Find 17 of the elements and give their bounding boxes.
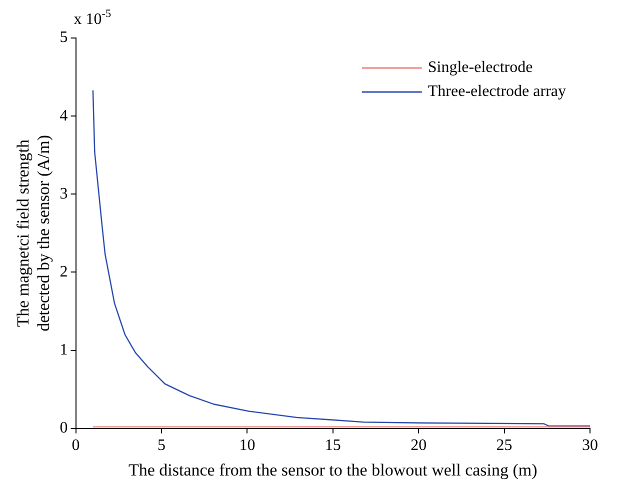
x-axis-title: The distance from the sensor to the blowout well casing (m) <box>128 460 538 480</box>
legend-label: Single-electrode <box>428 59 533 76</box>
y-tick-label: 4 <box>60 107 68 124</box>
y-tick-label: 0 <box>60 420 68 437</box>
x-tick-label: 0 <box>72 437 80 454</box>
y-tick-label: 1 <box>60 342 68 359</box>
x-tick-label: 20 <box>410 437 427 454</box>
y-axis-title: The magnetci field strength detected by the sensor (A/m) <box>14 135 54 332</box>
x-tick-label: 25 <box>496 437 512 454</box>
x-tick-label: 5 <box>158 437 166 454</box>
x-tick-label: 30 <box>582 437 598 454</box>
x-tick-label: 15 <box>324 437 341 454</box>
y-tick-label: 5 <box>60 29 68 46</box>
y-tick-label: 2 <box>60 263 68 280</box>
x-tick-label: 10 <box>239 437 256 454</box>
legend-label: Three-electrode array <box>428 83 566 100</box>
y-tick-label: 3 <box>60 185 68 202</box>
